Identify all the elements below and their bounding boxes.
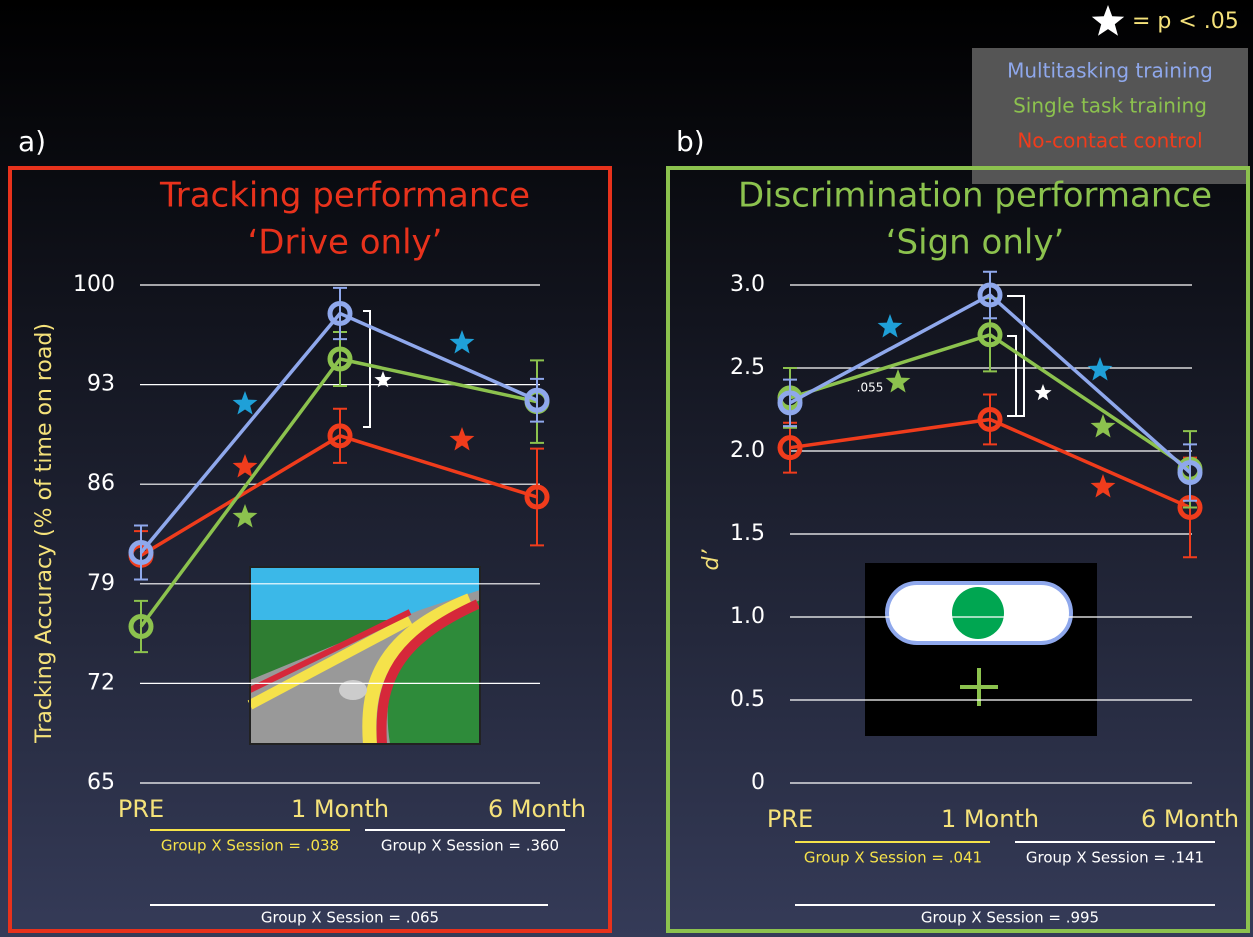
y-tick-label: 1.5 xyxy=(730,521,765,546)
significance-note: = p < .05 xyxy=(1132,9,1239,34)
data-point xyxy=(524,387,550,413)
panel-a-frame xyxy=(8,166,612,933)
error-bar xyxy=(1183,443,1197,502)
significance-star xyxy=(232,504,258,528)
annotation: Group X Session = .360 xyxy=(381,837,559,855)
chart-title: Tracking performance xyxy=(159,176,530,216)
bracket xyxy=(363,310,371,428)
data-point xyxy=(327,423,353,449)
error-bar xyxy=(134,524,148,581)
panel-b-frame xyxy=(666,166,1250,933)
significance-star xyxy=(877,314,903,338)
x-tick-label: 6 Month xyxy=(488,795,586,823)
error-bar xyxy=(333,407,347,464)
data-point xyxy=(777,390,803,416)
significance-star xyxy=(374,371,392,388)
data-point xyxy=(524,484,550,510)
y-axis-label: d’ xyxy=(699,549,724,571)
panel-label: a) xyxy=(18,125,46,158)
data-point xyxy=(1177,460,1203,486)
x-tick-label: PRE xyxy=(767,805,813,833)
data-point xyxy=(977,282,1003,308)
y-tick-label: 72 xyxy=(87,670,115,695)
x-tick-label: 6 Month xyxy=(1141,805,1239,833)
y-axis-label: Tracking Accuracy (% of time on road) xyxy=(32,323,57,744)
y-tick-label: 0.5 xyxy=(730,687,765,712)
y-tick-label: 100 xyxy=(73,272,115,297)
data-point xyxy=(327,346,353,372)
legend-entry: Multitasking training xyxy=(1007,59,1213,83)
chart-subtitle: ‘Sign only’ xyxy=(886,223,1065,263)
data-point xyxy=(977,406,1003,432)
significance-star xyxy=(885,369,911,393)
data-point xyxy=(777,435,803,461)
y-tick-label: 2.5 xyxy=(730,355,765,380)
significance-star xyxy=(1091,5,1125,36)
y-tick-label: 65 xyxy=(87,770,115,795)
data-point xyxy=(128,539,154,565)
x-tick-label: 1 Month xyxy=(291,795,389,823)
y-tick-label: 86 xyxy=(87,471,115,496)
y-tick-label: 93 xyxy=(87,372,115,397)
data-point xyxy=(327,300,353,326)
error-bar xyxy=(783,378,797,428)
annotation: Group X Session = .995 xyxy=(921,909,1099,927)
significance-star xyxy=(1034,384,1052,401)
chart-subtitle: ‘Drive only’ xyxy=(248,223,443,263)
data-point xyxy=(977,322,1003,348)
annotation: .055 xyxy=(857,381,884,395)
error-bar xyxy=(983,270,997,320)
annotation: Group X Session = .141 xyxy=(1026,849,1204,867)
legend-box xyxy=(972,48,1248,184)
y-tick-label: 3.0 xyxy=(730,272,765,297)
significance-star xyxy=(449,330,475,354)
y-tick-label: 2.0 xyxy=(730,438,765,463)
chart-title: Discrimination performance xyxy=(738,176,1212,216)
error-bar xyxy=(530,447,544,547)
y-tick-label: 0 xyxy=(751,770,765,795)
y-tick-label: 79 xyxy=(87,571,115,596)
legend-entry: No-contact control xyxy=(1017,129,1202,153)
panel-label: b) xyxy=(676,125,705,158)
x-tick-label: PRE xyxy=(118,795,164,823)
x-tick-label: 1 Month xyxy=(941,805,1039,833)
y-tick-label: 1.0 xyxy=(730,604,765,629)
annotation: Group X Session = .065 xyxy=(261,909,439,927)
significance-star xyxy=(1090,474,1116,498)
data-point xyxy=(128,613,154,639)
error-bar xyxy=(333,286,347,341)
error-bar xyxy=(134,599,148,654)
road-image xyxy=(247,566,481,745)
annotation: Group X Session = .041 xyxy=(804,849,982,867)
significance-star xyxy=(1090,414,1116,438)
annotation: Group X Session = .038 xyxy=(161,837,339,855)
legend-entry: Single task training xyxy=(1013,94,1207,118)
significance-star xyxy=(232,391,258,415)
significance-star xyxy=(232,454,258,478)
error-bar xyxy=(530,377,544,423)
sign-image xyxy=(865,563,1097,736)
significance-star xyxy=(449,427,475,451)
significance-star xyxy=(1087,357,1113,381)
error-bar xyxy=(983,393,997,446)
